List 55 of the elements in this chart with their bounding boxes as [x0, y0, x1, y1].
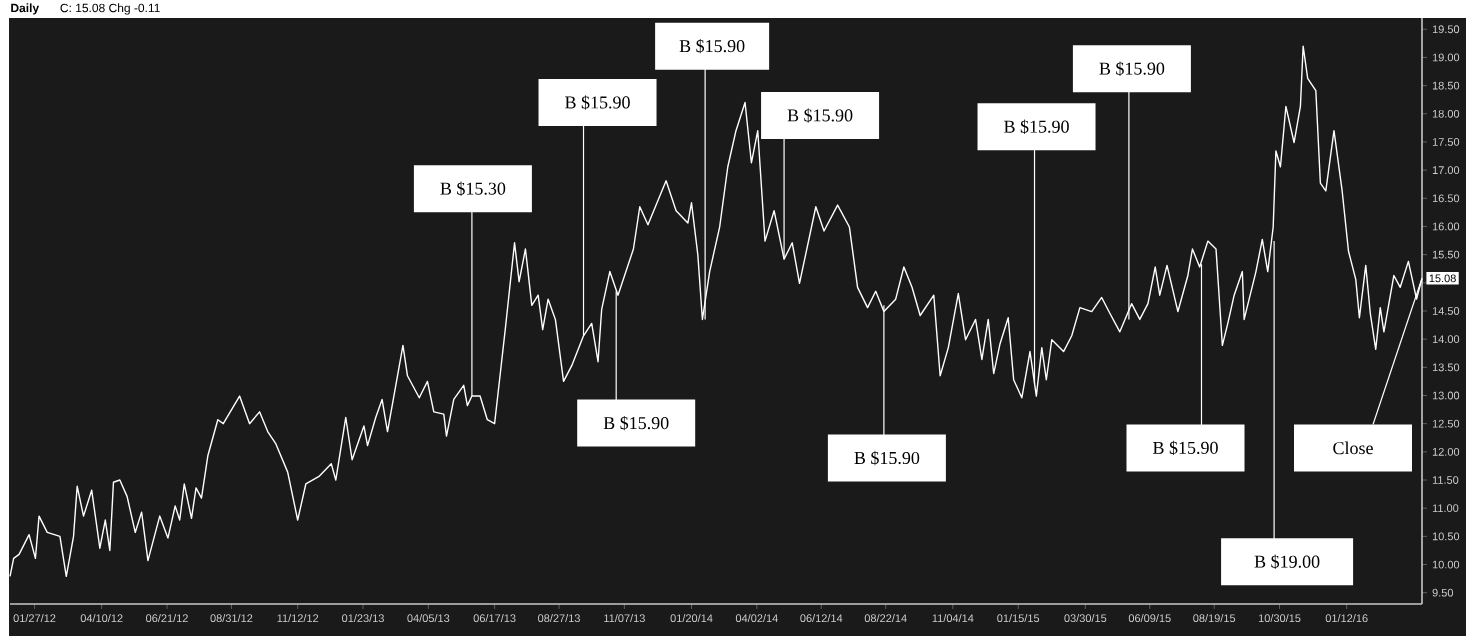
x-tick-label: 01/23/13 [342, 614, 384, 623]
y-tick-label: 13.50 [1432, 363, 1460, 372]
y-tick-label: 11.00 [1432, 504, 1459, 513]
annotation: B $15.90 [1004, 119, 1069, 134]
x-tick-label: 11/12/12 [277, 614, 319, 623]
y-tick-label: 11.50 [1432, 476, 1459, 484]
x-tick-label: 04/10/12 [80, 614, 123, 623]
x-tick-label: 04/02/14 [735, 614, 778, 623]
chart-subtitle: C: 15.08 Chg -0.11 [60, 3, 160, 15]
y-tick-label: 13.00 [1432, 391, 1460, 400]
y-tick-label: 17.00 [1432, 166, 1460, 174]
x-tick-label: 11/07/13 [604, 614, 645, 623]
x-tick-label: 08/27/13 [538, 614, 580, 623]
x-tick-label: 06/21/12 [146, 614, 188, 623]
y-tick-label: 18.00 [1432, 109, 1460, 118]
annotation: 15.08 [1429, 274, 1456, 283]
x-tick-label: 04/05/13 [407, 614, 450, 623]
x-tick-label: 08/22/14 [864, 614, 907, 623]
y-tick-label: 12.00 [1432, 447, 1460, 456]
y-tick-label: 19.00 [1432, 53, 1460, 62]
annotation: B $19.00 [1254, 554, 1320, 569]
y-tick-label: 17.50 [1432, 138, 1460, 146]
annotation: B $15.90 [854, 450, 920, 466]
x-tick-label: 10/30/15 [1258, 614, 1301, 623]
y-tick-label: 18.50 [1432, 81, 1460, 90]
annotation: B $15.90 [565, 95, 630, 110]
annotation: B $15.90 [787, 108, 853, 123]
x-tick-label: 08/19/15 [1193, 614, 1236, 623]
x-tick-label: 01/12/16 [1325, 614, 1368, 623]
annotation: Close [1333, 441, 1373, 455]
x-tick-label: 08/31/12 [210, 614, 253, 623]
x-tick-label: 06/17/13 [473, 614, 516, 623]
x-tick-label: 06/09/15 [1128, 614, 1171, 623]
y-tick-label: 10.50 [1432, 532, 1460, 541]
chart-title: Daily [11, 3, 40, 15]
x-tick-label: 01/15/15 [997, 614, 1040, 623]
x-tick-label: 01/20/14 [670, 614, 713, 623]
y-tick-label: 16.00 [1432, 222, 1460, 231]
y-tick-label: 14.00 [1432, 335, 1460, 344]
x-tick-label: 03/30/15 [1064, 614, 1107, 623]
annotation: B $15.30 [440, 181, 506, 196]
annotation: B $15.90 [603, 415, 669, 431]
y-tick-label: 16.50 [1432, 194, 1460, 203]
y-tick-label: 15.50 [1432, 250, 1460, 259]
annotation: B $15.90 [1153, 440, 1218, 456]
y-tick-label: 14.50 [1432, 307, 1460, 315]
y-tick-label: 10.00 [1432, 560, 1460, 569]
y-tick-label: 19.50 [1432, 25, 1460, 34]
annotation: B $15.90 [1099, 61, 1165, 76]
y-tick-label: 12.50 [1432, 419, 1460, 428]
y-tick-label: 9.50 [1432, 588, 1454, 597]
x-tick-label: 06/12/14 [800, 614, 843, 623]
x-tick-label: 01/27/12 [13, 614, 56, 623]
x-tick-label: 11/04/14 [932, 614, 974, 623]
annotation: B $15.90 [679, 38, 745, 54]
